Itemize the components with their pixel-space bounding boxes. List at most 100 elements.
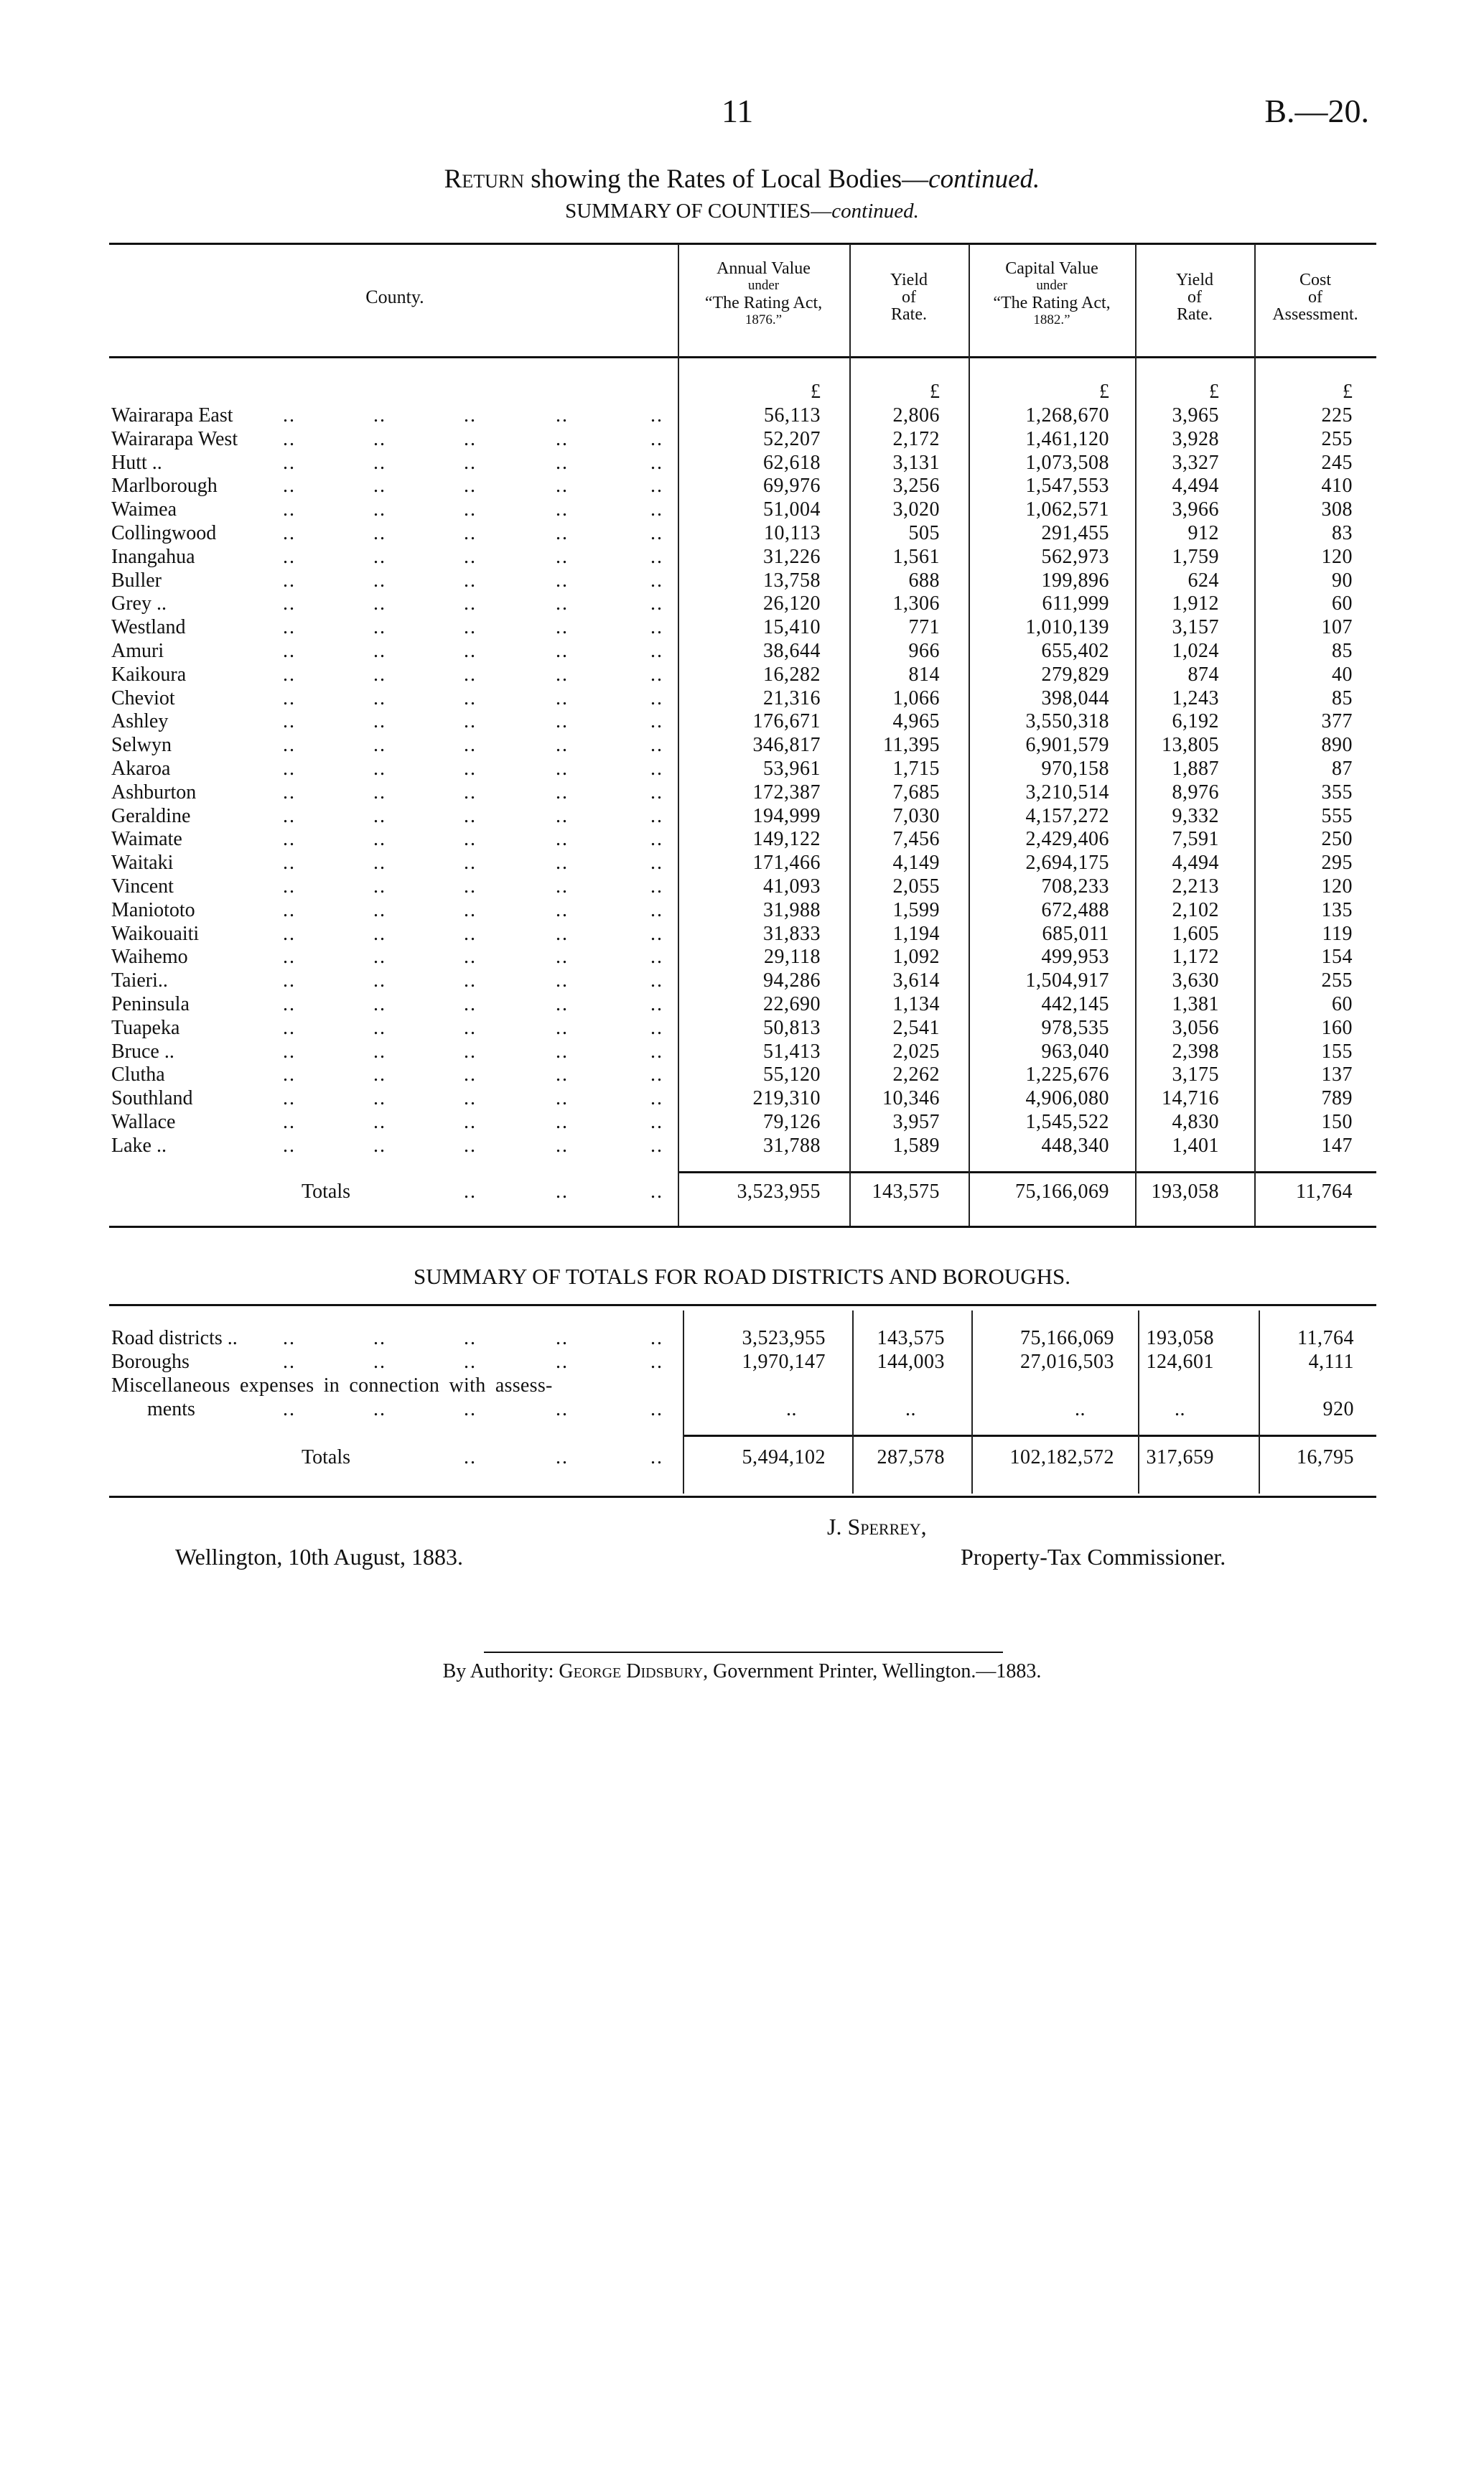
cell-value: 7,591 — [1172, 828, 1219, 851]
table-row: Wallace.......... 79,126 3,957 1,545,522 4,8… — [0, 1110, 1484, 1134]
cell-value: 1,066 — [892, 686, 940, 709]
leader-dots: .. — [283, 758, 296, 780]
county-name: Wairarapa East — [111, 404, 238, 427]
document-title: Return showing the Rates of Local Bodies… — [0, 164, 1484, 195]
leader-dots: .. — [556, 1134, 569, 1157]
leader-dots: .. — [283, 569, 296, 592]
cell-value: .. — [1175, 1398, 1185, 1420]
table-row: Maniototo.......... 31,988 1,599 672,488 2,1… — [0, 898, 1484, 922]
cell-value: 4,494 — [1172, 475, 1219, 498]
total-value: 16,795 — [1297, 1446, 1354, 1468]
cell-value: 4,494 — [1172, 852, 1219, 875]
cell-value: 147 — [1321, 1134, 1353, 1157]
leader-dots: .. — [283, 1351, 296, 1373]
cell-value: 1,605 — [1172, 922, 1219, 945]
summary-top-rule — [109, 1304, 1376, 1306]
leader-dots: .. — [650, 1327, 663, 1349]
county-name: Grey .. — [111, 592, 171, 616]
cell-value: 69,976 — [763, 475, 821, 498]
cell-value: 1,194 — [892, 922, 940, 945]
cell-value: 708,233 — [1041, 875, 1109, 898]
county-name: Maniototo — [111, 898, 200, 922]
table-row: Ashburton.......... 172,387 7,685 3,210,514… — [0, 780, 1484, 804]
summary-totals-rule — [683, 1435, 1376, 1437]
cell-value: 874 — [1187, 663, 1219, 686]
column-divider — [1138, 1310, 1139, 1494]
column-header-line: of — [902, 288, 916, 307]
cell-value: 2,429,406 — [1025, 828, 1109, 851]
title-continued: continued. — [928, 164, 1040, 194]
cell-value: 1,073,508 — [1025, 451, 1109, 474]
leader-dots: .. — [283, 1327, 296, 1349]
column-header-line: under — [1036, 278, 1068, 293]
leader-dots: .. — [373, 663, 386, 686]
cell-value: 978,535 — [1041, 1016, 1109, 1039]
county-name: Geraldine — [111, 804, 195, 828]
leader-dots: .. — [464, 781, 477, 804]
totals-row: Totals...... 3,523,955 143,575 75,166,069 19… — [0, 1180, 1484, 1203]
leader-dots: .. — [650, 616, 663, 639]
county-name: Lake .. — [111, 1133, 171, 1158]
misc-label-line1: Miscellaneous expenses in connection wit… — [111, 1374, 557, 1397]
cell-value: 655,402 — [1041, 640, 1109, 662]
leader-dots: .. — [650, 993, 663, 1015]
cell-value: 2,541 — [892, 1016, 940, 1039]
leader-dots: .. — [283, 427, 296, 450]
cell-value: 3,630 — [1172, 969, 1219, 992]
leader-dots: .. — [556, 1040, 569, 1063]
leader-dots: .. — [464, 1134, 477, 1157]
table-row: Cheviot.......... 21,316 1,066 398,044 1,243… — [0, 686, 1484, 710]
county-name: Wairarapa West — [111, 427, 243, 451]
cell-value: 225 — [1321, 404, 1353, 427]
cell-value: 1,545,522 — [1025, 1111, 1109, 1133]
leader-dots: .. — [650, 475, 663, 498]
leader-dots: .. — [283, 616, 296, 639]
leader-dots: .. — [464, 804, 477, 827]
cell-value: 107 — [1321, 616, 1353, 639]
cell-value: 4,157,272 — [1025, 804, 1109, 827]
leader-dots: .. — [650, 1087, 663, 1110]
cell-value: 51,413 — [763, 1040, 821, 1063]
leader-dots: .. — [556, 852, 569, 875]
cell-value: 90 — [1332, 569, 1353, 592]
county-column-header: County. — [365, 287, 424, 307]
totals-rule — [678, 1171, 1376, 1173]
total-value: 75,166,069 — [1015, 1181, 1109, 1203]
cell-value: 7,030 — [892, 804, 940, 827]
county-name: Waitaki — [111, 851, 178, 875]
cell-value: 963,040 — [1041, 1040, 1109, 1063]
total-value: 5,494,102 — [742, 1446, 826, 1468]
cell-value: 1,504,917 — [1025, 969, 1109, 992]
cell-value: 308 — [1321, 498, 1353, 521]
leader-dots: .. — [556, 758, 569, 780]
subtitle-text: SUMMARY OF COUNTIES— — [565, 200, 832, 223]
county-name: Waimea — [111, 498, 182, 522]
cell-value: 912 — [1187, 522, 1219, 544]
leader-dots: .. — [650, 875, 663, 898]
leader-dots: .. — [464, 498, 477, 521]
column-divider — [1259, 1310, 1260, 1494]
leader-dots: .. — [373, 1087, 386, 1110]
leader-dots: .. — [650, 663, 663, 686]
table-row: Selwyn.......... 346,817 11,395 6,901,579 13… — [0, 733, 1484, 758]
cell-value: 7,685 — [892, 781, 940, 804]
table-row: Ashley.......... 176,671 4,965 3,550,318 6,1… — [0, 709, 1484, 734]
cell-value: 1,887 — [1172, 758, 1219, 780]
cell-value: 1,381 — [1172, 993, 1219, 1015]
leader-dots: .. — [556, 1327, 569, 1349]
table-row: Waikouaiti.......... 31,833 1,194 685,011 1,… — [0, 921, 1484, 946]
cell-value: 51,004 — [763, 498, 821, 521]
leader-dots: .. — [650, 686, 663, 709]
column-header: Capital Value under “The Rating Act, 1882.” — [969, 260, 1135, 329]
cell-value: 2,055 — [892, 875, 940, 898]
leader-dots: .. — [283, 1087, 296, 1110]
cell-value: 346,817 — [752, 734, 821, 757]
cell-value: 137 — [1321, 1063, 1353, 1086]
cell-value: 1,172 — [1172, 946, 1219, 969]
leader-dots: .. — [373, 686, 386, 709]
cell-value: 199,896 — [1041, 569, 1109, 592]
leader-dots: .. — [283, 663, 296, 686]
cell-value: 920 — [1322, 1398, 1354, 1420]
leader-dots: .. — [283, 686, 296, 709]
leader-dots: .. — [650, 710, 663, 733]
